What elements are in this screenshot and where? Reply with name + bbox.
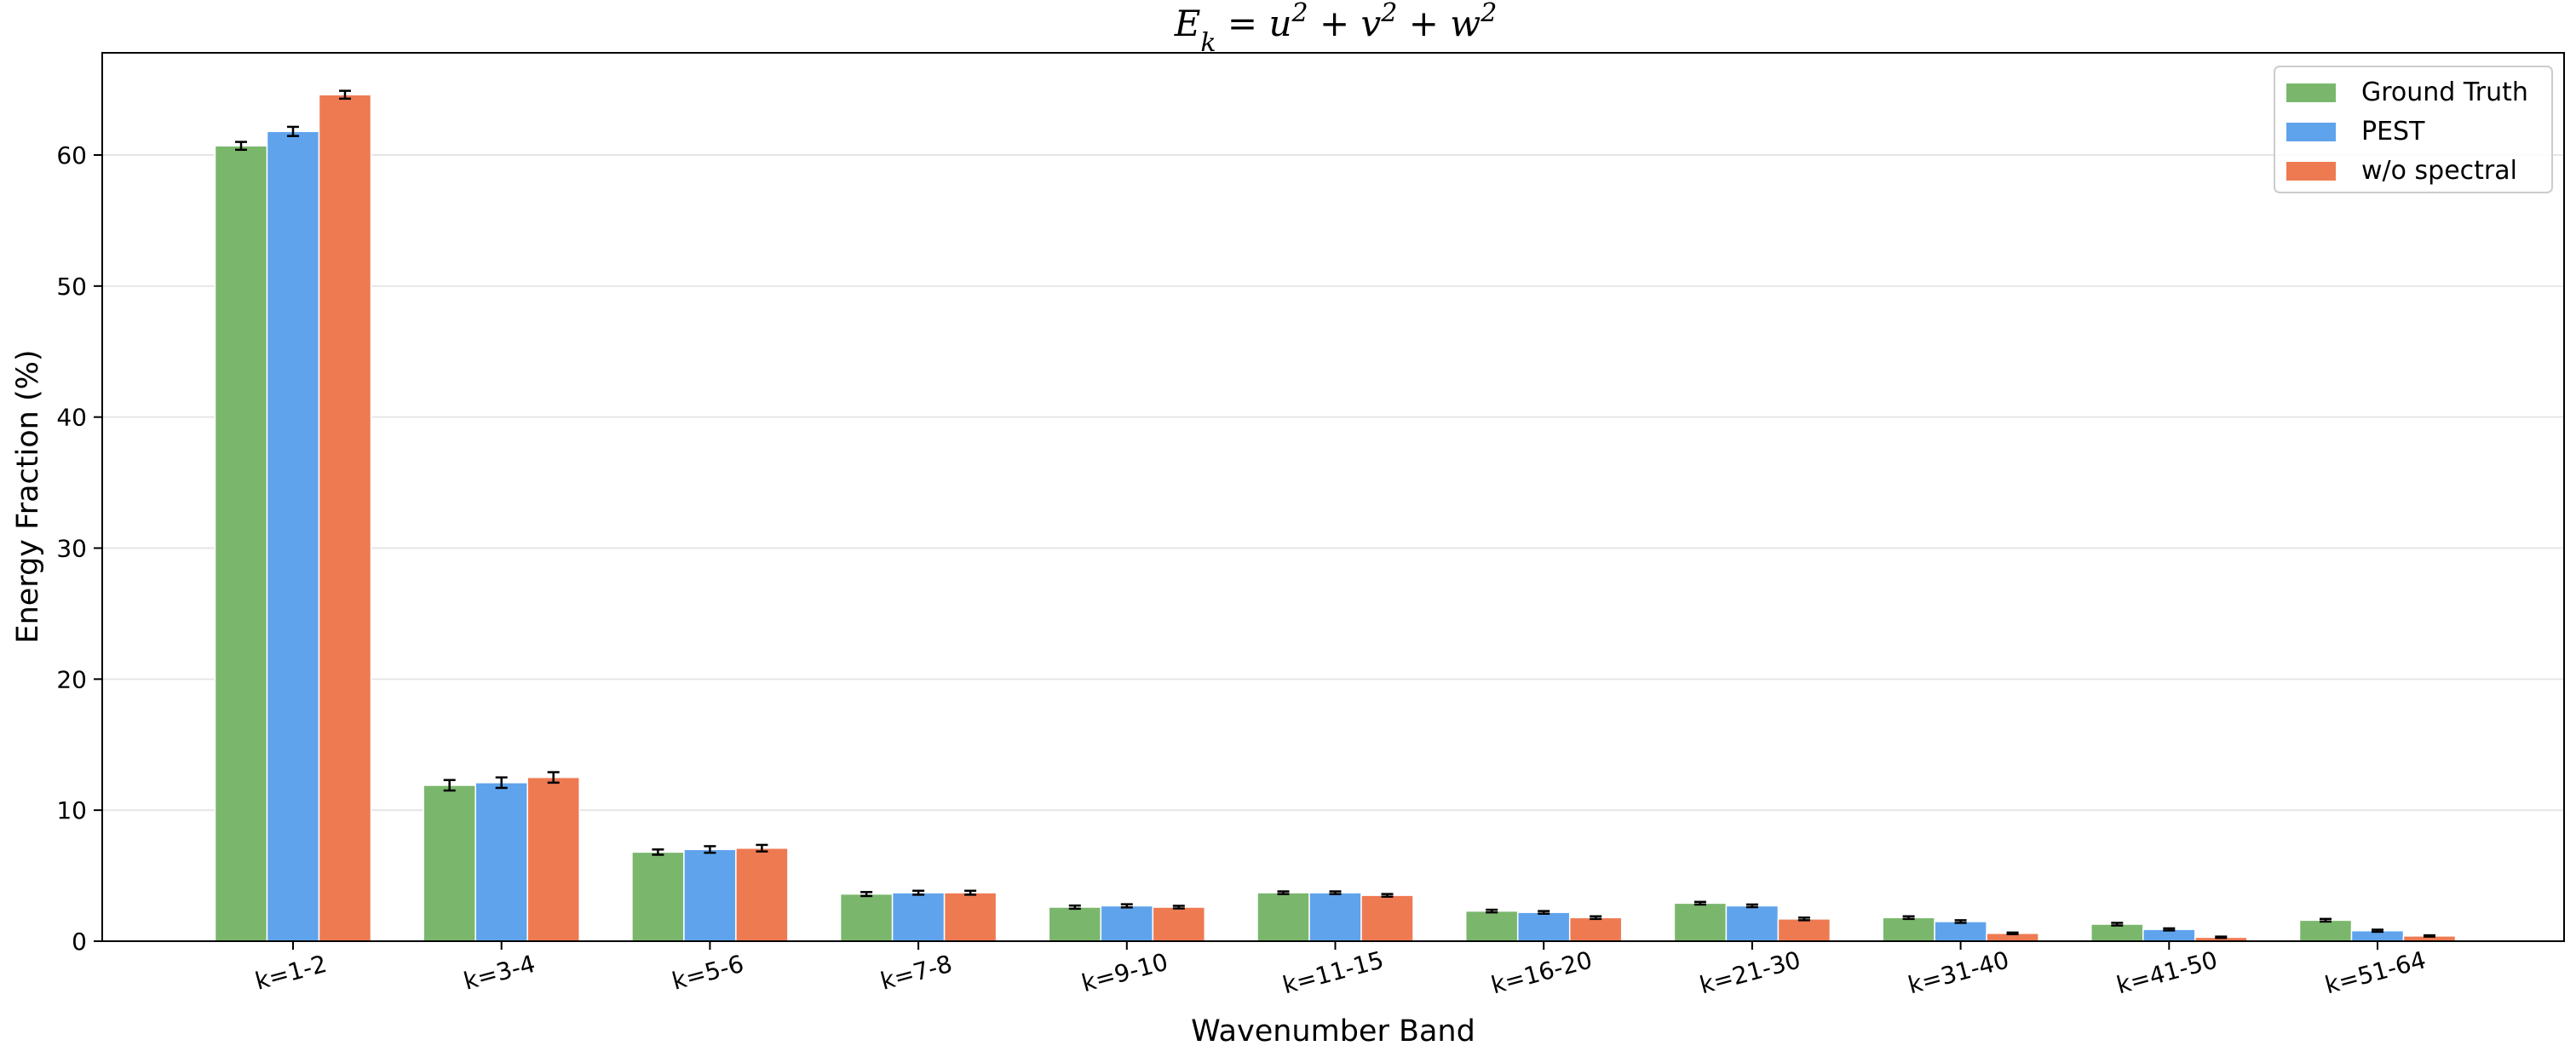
bar-w-o-spectral-k=3-4 — [526, 776, 580, 942]
y-tick-label: 60 — [56, 141, 87, 170]
y-tick-label: 10 — [56, 796, 87, 825]
legend-label: PEST — [2361, 117, 2425, 147]
bar-w-o-spectral-k=11-15 — [1360, 894, 1414, 942]
bar-ground-truth-k=3-4 — [423, 784, 476, 942]
bar-w-o-spectral-k=5-6 — [735, 848, 789, 942]
y-tick-label: 30 — [56, 534, 87, 562]
bar-ground-truth-k=7-8 — [839, 893, 894, 942]
chart-title: Ek = u2 + v2 + w2 — [1174, 0, 1498, 58]
bar-pest-k=7-8 — [891, 892, 946, 942]
x-tick-label: k=3-4 — [461, 950, 538, 996]
bar-pest-k=5-6 — [683, 848, 737, 942]
x-tick-label: k=7-8 — [877, 950, 955, 996]
x-tick-label: k=21-30 — [1697, 945, 1803, 999]
bar-pest-k=3-4 — [474, 782, 528, 942]
x-axis-label: Wavenumber Band — [1191, 1014, 1475, 1049]
y-tick-label: 50 — [56, 273, 87, 301]
bar-ground-truth-k=41-50 — [2090, 923, 2144, 942]
bar-w-o-spectral-k=21-30 — [1777, 918, 1831, 942]
y-axis: 0 10 20 30 40 50 60 — [56, 141, 102, 956]
bar-ground-truth-k=1-2 — [214, 145, 268, 942]
x-tick-label: k=11-15 — [1279, 945, 1386, 999]
bar-ground-truth-k=9-10 — [1048, 906, 1102, 942]
bar-pest-k=11-15 — [1308, 892, 1362, 942]
bar-w-o-spectral-k=1-2 — [318, 94, 372, 942]
bar-w-o-spectral-k=7-8 — [943, 892, 998, 942]
legend-box — [2274, 66, 2553, 193]
y-tick-label: 20 — [56, 665, 87, 693]
y-tick-label: 0 — [72, 928, 87, 956]
gridlines — [102, 153, 2564, 812]
bar-pest-k=31-40 — [1934, 921, 1987, 942]
y-axis-label: Energy Fraction (%) — [11, 349, 45, 643]
bar-w-o-spectral-k=9-10 — [1152, 906, 1206, 942]
legend-label: w/o spectral — [2361, 156, 2517, 186]
bar-ground-truth-k=21-30 — [1673, 902, 1728, 942]
bar-pest-k=16-20 — [1516, 911, 1571, 942]
plot-frame — [101, 52, 2565, 942]
bar-ground-truth-k=5-6 — [631, 851, 685, 942]
x-axis: k=1-2 k=3-4 k=5-6 k=7-8 k=9-10 k=11-15 k=16-20… — [252, 941, 2429, 999]
x-tick-label: k=1-2 — [252, 950, 330, 996]
legend-swatch — [2286, 83, 2336, 102]
bar-w-o-spectral-k=16-20 — [1568, 916, 1623, 942]
bar-pest-k=21-30 — [1725, 905, 1780, 942]
y-tick-label: 40 — [56, 404, 87, 432]
bar-pest-k=1-2 — [266, 130, 320, 942]
x-tick-label: k=5-6 — [669, 950, 746, 996]
x-tick-label: k=41-50 — [2113, 945, 2220, 999]
bar-pest-k=9-10 — [1100, 905, 1154, 942]
legend: Ground Truth PEST w/o spectral — [2274, 66, 2553, 193]
x-tick-label: k=9-10 — [1078, 948, 1170, 998]
bars — [214, 94, 2457, 942]
legend-label: Ground Truth — [2361, 78, 2528, 107]
legend-swatch — [2286, 162, 2336, 181]
x-tick-label: k=31-40 — [1905, 945, 2011, 999]
x-tick-label: k=51-64 — [2322, 945, 2429, 999]
bar-ground-truth-k=51-64 — [2298, 919, 2353, 942]
bar-ground-truth-k=16-20 — [1464, 910, 1519, 942]
legend-swatch — [2286, 123, 2336, 141]
bar-ground-truth-k=31-40 — [1882, 916, 1935, 942]
error-bars — [235, 89, 2435, 939]
bar-ground-truth-k=11-15 — [1256, 892, 1310, 942]
x-tick-label: k=16-20 — [1488, 945, 1595, 999]
